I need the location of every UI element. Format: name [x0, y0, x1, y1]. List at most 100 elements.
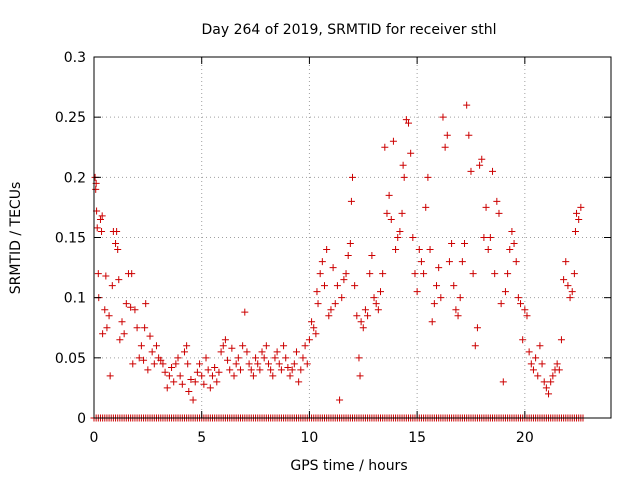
data-point: [355, 354, 363, 362]
data-point: [245, 360, 253, 368]
data-point: [116, 336, 124, 344]
data-point: [508, 227, 516, 235]
data-point: [128, 270, 136, 278]
data-point: [308, 318, 316, 326]
data-point: [310, 324, 318, 332]
data-point: [198, 372, 206, 380]
data-point: [555, 366, 563, 374]
data-point: [450, 282, 458, 290]
data-point: [402, 116, 410, 124]
data-point: [99, 330, 107, 338]
data-point: [172, 360, 180, 368]
x-tick-label: 15: [408, 430, 426, 446]
chart-title: Day 264 of 2019, SRMTID for receiver sth…: [202, 22, 497, 38]
data-point: [495, 209, 503, 217]
data-point: [491, 270, 499, 278]
data-point: [292, 348, 300, 356]
data-point: [347, 197, 355, 205]
data-point: [342, 270, 350, 278]
data-point: [226, 366, 234, 374]
data-point: [174, 354, 182, 362]
data-point: [493, 197, 501, 205]
data-point: [577, 203, 585, 211]
data-point: [213, 378, 221, 386]
data-point: [504, 270, 512, 278]
data-point: [148, 348, 156, 356]
data-point: [267, 366, 275, 374]
data-point: [389, 137, 397, 145]
data-point: [286, 372, 294, 380]
data-point: [144, 366, 152, 374]
data-point: [377, 288, 385, 296]
data-point: [96, 215, 104, 223]
data-point: [142, 300, 150, 308]
data-point: [340, 276, 348, 284]
data-point: [501, 288, 509, 296]
data-point: [318, 258, 326, 266]
data-point: [575, 215, 583, 223]
data-point: [275, 360, 283, 368]
data-point: [564, 282, 572, 290]
data-point: [127, 303, 135, 311]
x-tick-label: 10: [301, 430, 319, 446]
data-point: [407, 149, 415, 157]
data-point: [428, 318, 436, 326]
data-point: [277, 366, 285, 374]
data-point: [313, 288, 321, 296]
data-point: [325, 312, 333, 320]
data-point: [135, 354, 143, 362]
data-point: [353, 312, 361, 320]
data-point: [312, 330, 320, 338]
data-point: [137, 342, 145, 350]
data-point: [217, 348, 225, 356]
data-point: [101, 306, 109, 314]
data-point: [161, 368, 169, 376]
data-point: [284, 363, 292, 371]
data-point: [303, 360, 311, 368]
data-point: [159, 360, 167, 368]
data-point: [323, 246, 331, 254]
data-point: [364, 312, 372, 320]
data-point: [327, 306, 335, 314]
data-point: [249, 372, 257, 380]
data-point: [374, 306, 382, 314]
data-point: [206, 384, 214, 392]
data-point: [146, 332, 154, 340]
data-point: [409, 234, 417, 241]
x-tick-label: 0: [90, 430, 99, 446]
data-point: [454, 312, 462, 320]
y-tick-label: 0.25: [55, 110, 86, 126]
data-point: [413, 288, 421, 296]
data-point: [331, 300, 339, 308]
data-point: [170, 378, 178, 386]
data-point: [219, 342, 227, 350]
data-point: [439, 113, 447, 121]
data-point: [98, 212, 106, 220]
data-point: [224, 356, 232, 364]
data-point: [228, 344, 236, 352]
data-point: [204, 366, 212, 374]
data-point: [547, 378, 555, 386]
data-point: [480, 234, 488, 241]
y-tick-label: 0.15: [55, 231, 86, 247]
y-tick-label: 0: [77, 411, 86, 427]
data-point: [394, 234, 402, 241]
data-point: [417, 258, 425, 266]
data-point: [333, 282, 341, 290]
data-point: [122, 300, 130, 308]
data-point: [529, 366, 537, 374]
data-point: [189, 396, 197, 404]
data-point: [258, 348, 266, 356]
data-point: [183, 342, 191, 350]
data-point: [435, 264, 443, 272]
data-point: [349, 173, 356, 181]
y-axis: 0 0.05 0.1 0.15 0.2 0.25 0.3: [55, 50, 611, 427]
data-point: [458, 258, 466, 266]
data-point: [400, 173, 408, 181]
data-point: [549, 372, 557, 380]
data-point: [314, 300, 322, 308]
data-point: [392, 246, 400, 254]
data-point: [545, 390, 553, 398]
data-point: [456, 294, 464, 302]
